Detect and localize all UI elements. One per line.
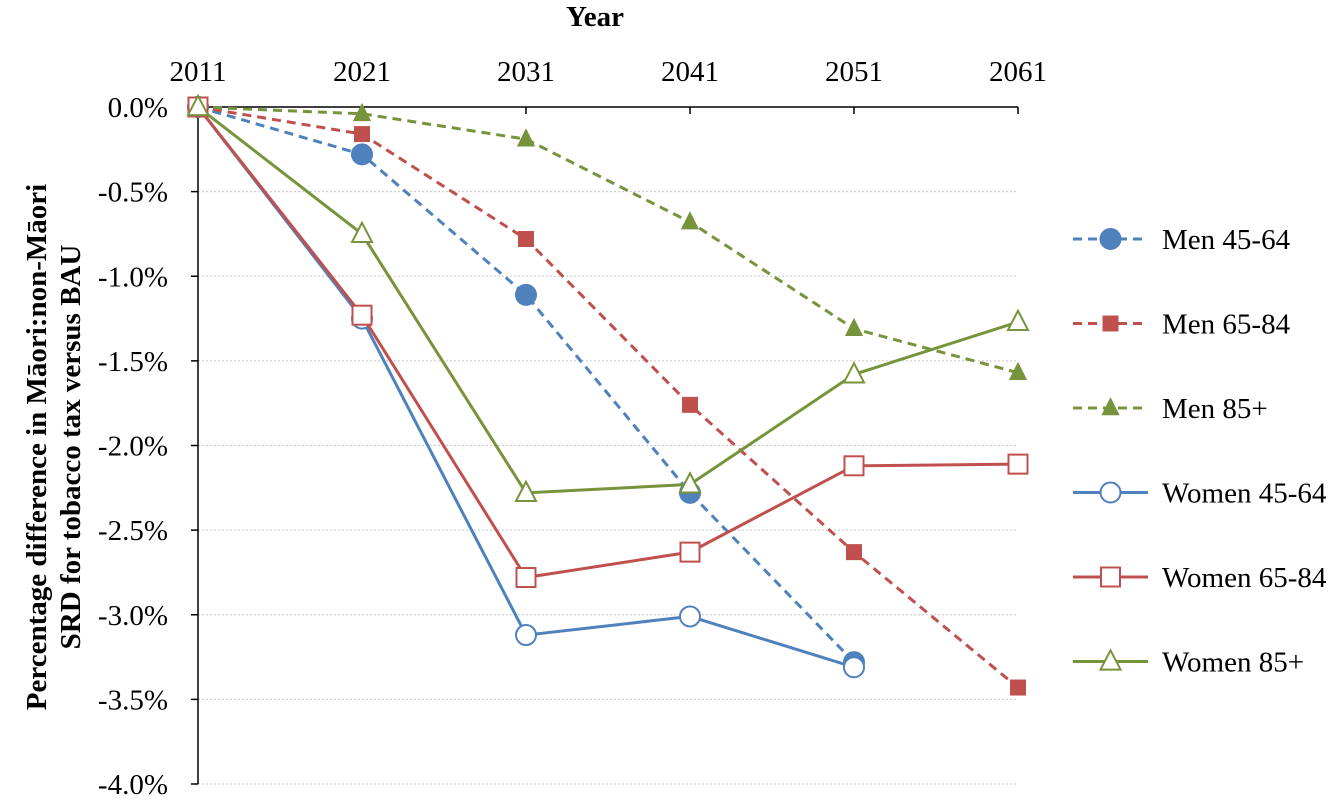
data-point bbox=[846, 544, 862, 561]
y-tick-label: -2.0% bbox=[98, 431, 168, 463]
x-tick-labels: 2011 2021 2031 2041 2051 2061 bbox=[170, 56, 1047, 88]
data-point bbox=[1010, 679, 1026, 696]
series-line bbox=[196, 106, 1019, 580]
axes bbox=[191, 106, 1019, 785]
data-point bbox=[1007, 453, 1029, 475]
series-line bbox=[197, 105, 1019, 689]
series-women-85- bbox=[186, 93, 1030, 502]
y-tick-labels: 0.0% -0.5% -1.0% -1.5% -2.0% -2.5% -3.0% -3.5% -… bbox=[98, 92, 168, 800]
legend-label: Women 65-84 bbox=[1162, 562, 1327, 594]
series-women-65-84 bbox=[187, 96, 1029, 589]
legend-swatch-marker bbox=[1099, 228, 1122, 250]
x-tick-label: 2041 bbox=[661, 56, 719, 88]
y-tick-label: -1.5% bbox=[98, 346, 168, 378]
legend: Men 45-64 Men 65-84 Men 85+ Women 45-64 Wome… bbox=[1073, 224, 1327, 679]
y-tick-label: -0.5% bbox=[98, 177, 168, 209]
legend-label: Men 85+ bbox=[1162, 393, 1268, 425]
data-point bbox=[352, 102, 372, 122]
x-tick-label: 2021 bbox=[333, 56, 391, 88]
data-point bbox=[682, 396, 698, 413]
series-men-85- bbox=[188, 96, 1028, 381]
data-point bbox=[678, 471, 702, 494]
y-axis-title-line2: SRD for tobacco tax versus BAU bbox=[55, 245, 87, 650]
data-point bbox=[842, 361, 866, 384]
legend-item: Men 45-64 bbox=[1073, 224, 1291, 256]
y-axis-title-line1: Percentage difference in Māori:non-Māori bbox=[21, 184, 53, 710]
data-point bbox=[516, 128, 536, 147]
series-group bbox=[186, 93, 1030, 696]
y-tick-label: -3.5% bbox=[98, 684, 168, 716]
data-point bbox=[680, 211, 700, 230]
data-point bbox=[844, 317, 864, 337]
legend-label: Men 65-84 bbox=[1162, 309, 1291, 341]
y-tick-label: 0.0% bbox=[108, 92, 168, 124]
y-tick-label: -2.5% bbox=[98, 515, 168, 547]
data-point bbox=[843, 656, 865, 679]
data-point bbox=[186, 93, 210, 117]
x-tick-label: 2011 bbox=[170, 56, 227, 88]
data-point bbox=[354, 126, 370, 143]
legend-item: Women 65-84 bbox=[1073, 562, 1327, 594]
data-point bbox=[515, 283, 537, 306]
legend-item: Men 65-84 bbox=[1073, 309, 1291, 341]
series-line bbox=[197, 105, 1019, 375]
legend-swatch-marker bbox=[1102, 315, 1119, 332]
legend-label: Men 45-64 bbox=[1162, 224, 1291, 256]
data-point bbox=[1008, 361, 1028, 381]
data-point bbox=[679, 541, 701, 563]
data-point bbox=[518, 231, 534, 248]
y-tick-label: -3.0% bbox=[98, 600, 168, 632]
legend-swatch-marker bbox=[1101, 397, 1120, 416]
series-line bbox=[197, 105, 856, 664]
legend-label: Women 45-64 bbox=[1162, 478, 1327, 510]
x-axis-title: Year bbox=[566, 1, 624, 33]
data-point bbox=[843, 455, 865, 477]
data-point bbox=[679, 605, 701, 628]
legend-swatch-marker bbox=[1100, 566, 1121, 588]
legend-label: Women 85+ bbox=[1162, 647, 1304, 679]
data-point bbox=[351, 304, 373, 326]
x-tick-label: 2051 bbox=[825, 56, 883, 88]
legend-swatch-marker bbox=[1099, 481, 1122, 504]
legend-item: Men 85+ bbox=[1073, 393, 1268, 425]
y-tick-label: -1.0% bbox=[98, 261, 168, 293]
series-line bbox=[197, 105, 1019, 495]
legend-item: Women 85+ bbox=[1073, 647, 1304, 679]
x-tick-label: 2031 bbox=[497, 56, 555, 88]
series-men-65-84 bbox=[190, 99, 1026, 696]
x-tick-label: 2061 bbox=[989, 56, 1047, 88]
legend-item: Women 45-64 bbox=[1073, 478, 1327, 510]
data-point bbox=[515, 624, 537, 647]
gridlines bbox=[198, 191, 1018, 785]
data-point bbox=[514, 479, 538, 502]
legend-swatch-marker bbox=[1098, 648, 1123, 671]
data-point bbox=[515, 567, 537, 589]
series-women-45-64 bbox=[187, 96, 865, 679]
y-tick-label: -4.0% bbox=[98, 769, 168, 800]
data-point bbox=[351, 143, 373, 166]
data-point bbox=[350, 220, 374, 244]
data-point bbox=[1006, 308, 1030, 332]
